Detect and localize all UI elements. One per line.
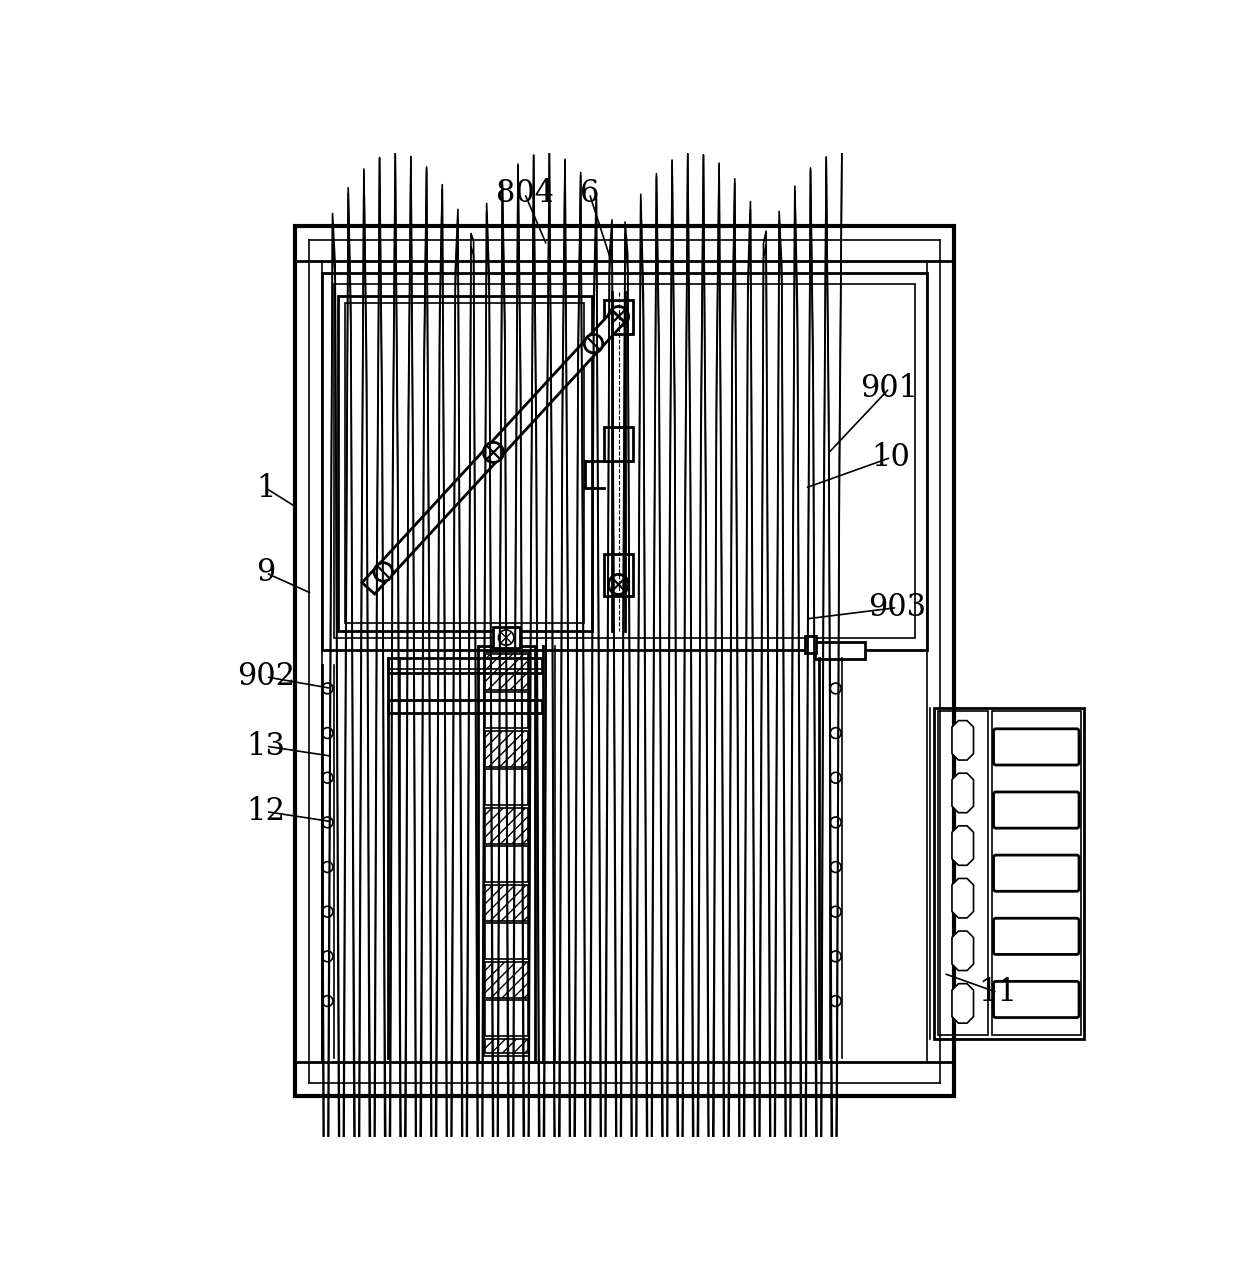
Text: 11: 11	[978, 977, 1017, 1008]
Bar	[805, 636, 816, 653]
Bar	[295, 226, 954, 1097]
Bar	[485, 1038, 528, 1052]
Bar	[485, 730, 528, 767]
FancyBboxPatch shape	[993, 982, 1079, 1018]
Bar	[494, 627, 520, 649]
FancyBboxPatch shape	[993, 856, 1079, 891]
Circle shape	[322, 773, 332, 783]
Circle shape	[498, 630, 513, 645]
Circle shape	[322, 996, 332, 1006]
Circle shape	[831, 907, 841, 917]
Text: 1: 1	[257, 472, 275, 503]
Bar	[485, 654, 528, 690]
Bar	[485, 808, 528, 844]
Circle shape	[831, 862, 841, 872]
Circle shape	[831, 728, 841, 738]
Circle shape	[322, 817, 332, 827]
Bar	[939, 711, 988, 1034]
Bar	[485, 847, 528, 882]
Text: 9: 9	[257, 557, 275, 589]
Circle shape	[831, 683, 841, 693]
Bar	[604, 300, 634, 335]
Bar	[485, 885, 528, 921]
Circle shape	[831, 817, 841, 827]
Circle shape	[322, 907, 332, 917]
Polygon shape	[952, 826, 973, 866]
Bar	[604, 554, 634, 596]
Bar	[388, 700, 542, 713]
Polygon shape	[952, 773, 973, 812]
Text: 804: 804	[496, 178, 553, 208]
Bar	[934, 707, 1085, 1038]
Text: 901: 901	[861, 373, 919, 404]
Circle shape	[322, 683, 332, 693]
Circle shape	[831, 773, 841, 783]
Circle shape	[322, 951, 332, 962]
Bar	[334, 285, 915, 638]
Bar	[484, 653, 529, 1056]
Polygon shape	[362, 310, 625, 594]
Text: 903: 903	[868, 593, 926, 623]
Bar	[604, 427, 634, 461]
Circle shape	[831, 951, 841, 962]
Bar	[992, 711, 1080, 1034]
Bar	[485, 923, 528, 959]
Circle shape	[609, 575, 629, 595]
Text: 902: 902	[237, 661, 295, 692]
Polygon shape	[952, 879, 973, 918]
Polygon shape	[952, 720, 973, 760]
Bar	[815, 642, 866, 659]
Bar	[477, 646, 536, 1062]
FancyBboxPatch shape	[993, 792, 1079, 829]
Bar	[337, 296, 591, 631]
Circle shape	[584, 335, 603, 352]
Bar	[485, 692, 528, 728]
FancyBboxPatch shape	[993, 729, 1079, 765]
Bar	[322, 272, 926, 650]
Text: 13: 13	[247, 730, 285, 761]
Bar	[485, 769, 528, 806]
Bar	[345, 304, 584, 623]
Text: 6: 6	[579, 178, 599, 208]
Circle shape	[609, 306, 629, 327]
Circle shape	[374, 563, 393, 581]
Bar	[388, 658, 542, 673]
Polygon shape	[952, 983, 973, 1023]
Polygon shape	[952, 931, 973, 971]
Circle shape	[322, 728, 332, 738]
Bar	[485, 1000, 528, 1037]
Text: 12: 12	[247, 796, 285, 827]
Bar	[485, 962, 528, 997]
Circle shape	[484, 442, 503, 462]
Circle shape	[322, 862, 332, 872]
FancyBboxPatch shape	[993, 918, 1079, 954]
Circle shape	[831, 996, 841, 1006]
Text: 10: 10	[872, 442, 910, 472]
